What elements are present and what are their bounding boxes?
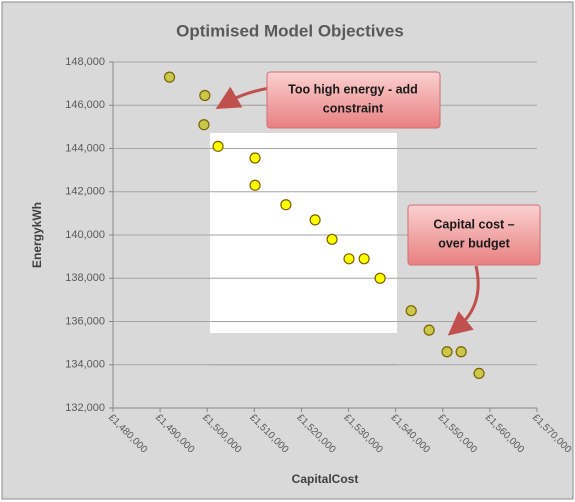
arrow [215, 86, 271, 110]
y-axis-label: EnergykWh [30, 202, 44, 268]
y-tick-label: 144,000 [65, 142, 105, 154]
highlight-box [210, 133, 397, 333]
point [163, 71, 176, 83]
y-tick-label: 148,000 [65, 56, 105, 68]
point [405, 305, 417, 317]
point [249, 152, 261, 164]
point [309, 214, 321, 226]
point [358, 253, 370, 265]
point [343, 253, 355, 265]
point [326, 233, 338, 245]
point [249, 179, 261, 191]
y-tick-label: 138,000 [65, 272, 105, 284]
arrow [447, 265, 480, 336]
y-tick-label: 140,000 [65, 229, 105, 241]
y-tick-label: 132,000 [65, 402, 105, 414]
y-tick-label: 142,000 [65, 186, 105, 198]
point [374, 272, 386, 284]
x-axis-label: CapitalCost [292, 472, 359, 486]
annotation: Too high energy - add [288, 82, 418, 96]
point [455, 346, 467, 358]
annotation: Capital cost – [433, 217, 514, 231]
point [198, 119, 210, 131]
point [199, 89, 211, 102]
annotation: constraint [323, 101, 384, 115]
point [441, 346, 453, 358]
chart-title: Optimised Model Objectives [176, 21, 404, 40]
point [280, 199, 292, 211]
y-tick-label: 136,000 [65, 315, 105, 327]
callout [407, 204, 541, 266]
point [423, 324, 435, 336]
y-tick-label: 134,000 [65, 359, 105, 371]
point [212, 140, 224, 152]
callout [266, 71, 441, 129]
point [473, 367, 485, 379]
y-tick-label: 146,000 [65, 99, 105, 111]
annotation: over budget [438, 236, 510, 250]
